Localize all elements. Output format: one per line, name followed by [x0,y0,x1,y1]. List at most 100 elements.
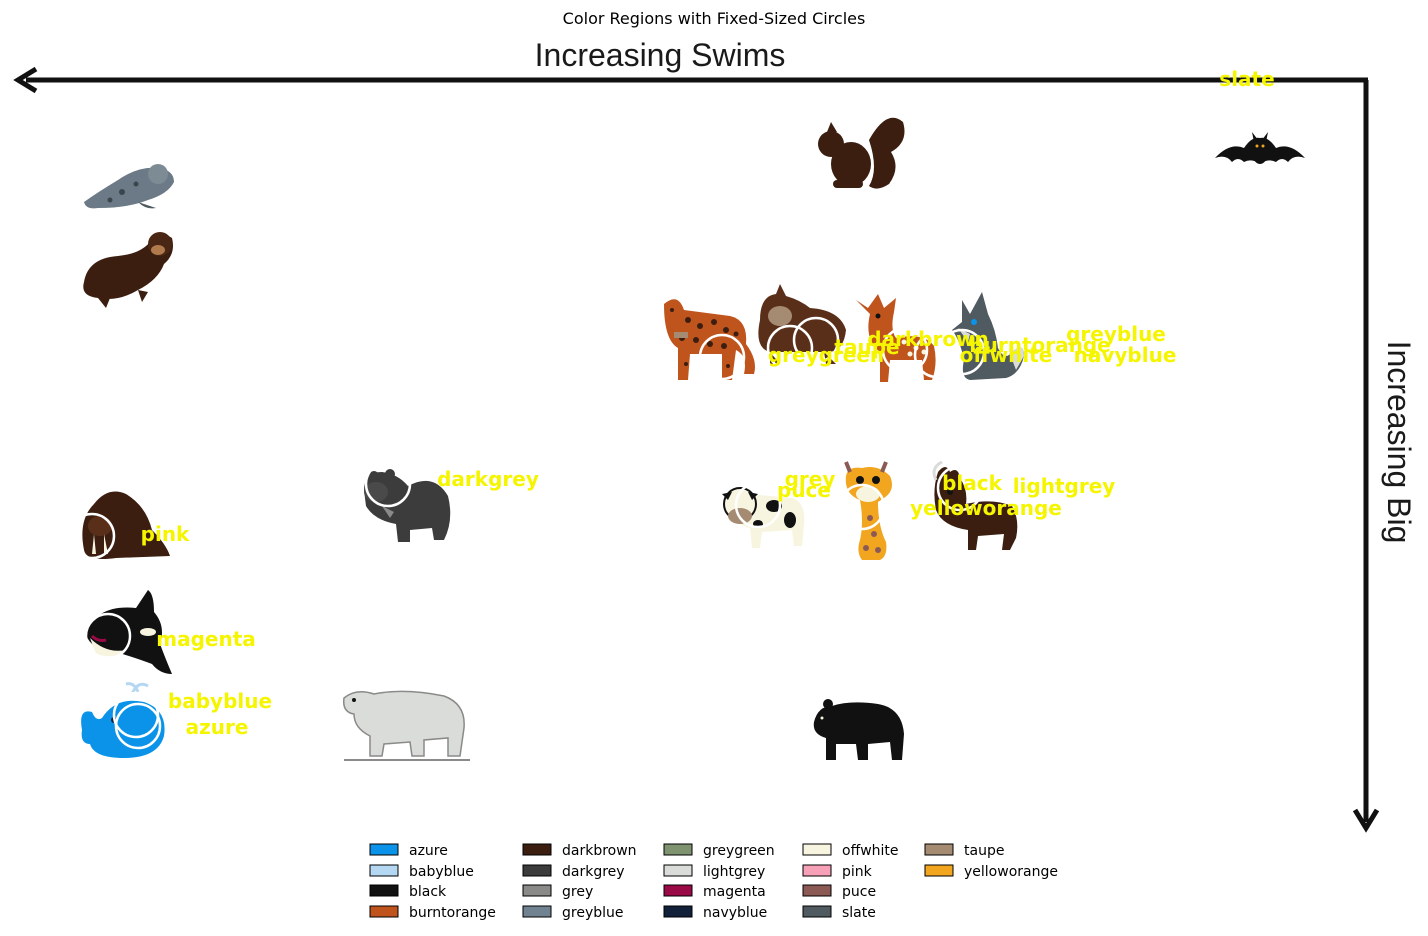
legend-swatch-magenta [663,884,693,897]
legend-label-greyblue: greyblue [562,905,624,921]
legend-label-taupe: taupe [964,843,1004,859]
legend-swatch-taupe [924,843,954,856]
label-magenta: magenta [156,627,256,651]
legend-entry-offwhite: offwhite [802,843,899,859]
seal-icon [84,164,174,209]
polar-bear-icon [342,690,470,761]
legend-entry-greyblue: greyblue [522,905,624,921]
region-circle-9 [936,464,984,512]
legend-swatch-yelloworange [924,864,954,877]
legend-entry-puce: puce [802,884,876,900]
squirrel-icon [818,117,905,189]
region-circle-8 [838,483,886,531]
y-axis-label: Increasing Big [1381,341,1417,544]
legend-label-puce: puce [842,884,876,900]
region-circle-4 [913,331,961,379]
label-black: black [942,471,1003,495]
axis-arrows [13,66,1380,833]
label-burntorange: burntorange [969,333,1110,357]
region-circles [68,316,986,750]
legend-swatch-darkbrown [522,843,552,856]
region-circle-3 [881,326,929,374]
legend-entry-lightgrey: lightgrey [663,864,765,880]
label-grey: grey [785,467,836,491]
legend-label-offwhite: offwhite [842,843,899,859]
label-azure: azure [186,715,249,739]
legend-entry-yelloworange: yelloworange [924,864,1058,880]
legend-swatch-navyblue [663,905,693,918]
label-darkgrey: darkgrey [437,467,539,491]
walrus-icon [82,491,171,559]
legend-label-navyblue: navyblue [703,905,767,921]
legend-entry-pink: pink [802,864,873,880]
region-circle-7 [734,481,782,529]
color-labels: slate darkbrown taupe greygreen burntora… [141,67,1275,739]
region-circle-2 [792,316,840,364]
animal-icons [81,117,1305,761]
region-circle-5 [938,328,986,376]
x-axis-arrowhead [13,66,38,94]
label-offwhite: offwhite [960,343,1053,367]
legend: azure babyblue black burntorange darkbrown da… [369,843,1058,921]
label-greygreen: greygreen [768,343,884,367]
legend-swatch-burntorange [369,905,399,918]
y-axis-arrowhead [1352,808,1380,833]
legend-label-babyblue: babyblue [409,864,474,880]
label-lightgrey: lightgrey [1013,474,1116,498]
legend-swatch-greyblue [522,905,552,918]
legend-entry-darkbrown: darkbrown [522,843,637,859]
legend-label-grey: grey [562,884,593,900]
legend-entry-black: black [369,884,447,900]
legend-label-magenta: magenta [703,884,766,900]
legend-swatch-slate [802,905,832,918]
legend-label-lightgrey: lightgrey [703,864,765,880]
region-circle-10 [68,512,116,560]
wolf-icon [952,292,1024,380]
legend-entry-slate: slate [802,905,876,921]
x-axis-label: Increasing Swims [535,37,786,73]
legend-entry-babyblue: babyblue [369,864,474,880]
region-circle-0 [698,333,746,381]
legend-entry-grey: grey [522,884,593,900]
label-greyblue: greyblue [1066,322,1166,346]
legend-swatch-azure [369,843,399,856]
giraffe-icon [844,461,892,560]
legend-label-yelloworange: yelloworange [964,864,1058,880]
legend-label-black: black [409,884,447,900]
legend-swatch-darkgrey [522,864,552,877]
otter-icon [83,232,173,308]
label-puce: puce [777,478,831,502]
region-circle-13 [112,691,160,739]
legend-label-slate: slate [842,905,876,921]
legend-label-azure: azure [409,843,448,859]
label-navyblue: navyblue [1074,343,1177,367]
region-circle-6 [364,460,412,508]
legend-entry-taupe: taupe [924,843,1004,859]
label-darkbrown: darkbrown [867,327,989,351]
legend-swatch-lightgrey [663,864,693,877]
hippo-icon [364,469,451,542]
label-slate: slate [1219,67,1274,91]
legend-entry-darkgrey: darkgrey [522,864,625,880]
lynx-icon [758,284,846,364]
legend-label-darkgrey: darkgrey [562,864,625,880]
label-yelloworange: yelloworange [910,496,1062,520]
legend-swatch-puce [802,884,832,897]
label-pink: pink [141,522,190,546]
legend-swatch-greygreen [663,843,693,856]
legend-entry-burntorange: burntorange [369,905,496,921]
chart-title: Color Regions with Fixed-Sized Circles [563,9,866,28]
label-taupe: taupe [834,335,899,359]
moose-icon [932,460,1018,550]
legend-entry-navyblue: navyblue [663,905,767,921]
legend-label-pink: pink [842,864,873,880]
legend-swatch-pink [802,864,832,877]
legend-swatch-babyblue [369,864,399,877]
bear-icon [813,699,904,760]
legend-swatch-black [369,884,399,897]
label-babyblue: babyblue [168,689,272,713]
legend-label-darkbrown: darkbrown [562,843,637,859]
region-circle-1 [766,324,814,372]
legend-swatch-grey [522,884,552,897]
